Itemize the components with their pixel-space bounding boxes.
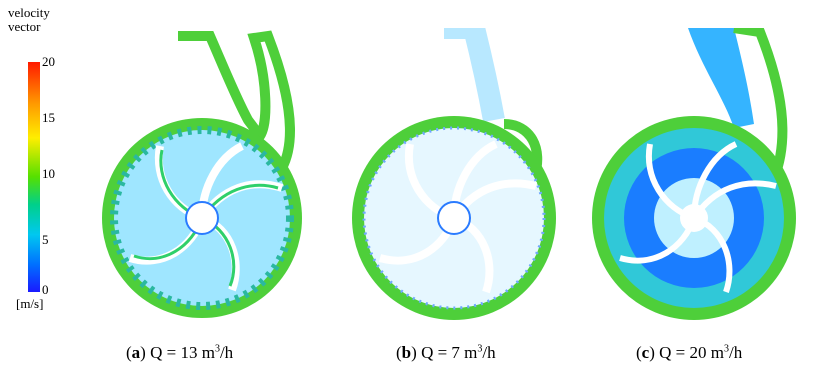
caption-b-letter: b: [401, 343, 412, 362]
caption-a-text: Q = 13 m: [150, 343, 215, 362]
legend-tick-15: 15: [42, 110, 55, 125]
volute-diagram-c: [592, 28, 796, 320]
velocity-legend: velocity vector 20 15 10 5 0 [m/s]: [4, 6, 64, 326]
legend-tick-5: 5: [42, 232, 49, 247]
caption-c-unit: /h: [728, 343, 743, 362]
caption-a: (a) Q = 13 m3/h: [126, 343, 234, 362]
legend-tick-0: 0: [42, 282, 49, 297]
caption-a-unit: /h: [219, 343, 234, 362]
volute-diagram-b: [352, 28, 556, 320]
pump-velocity-field-b: [344, 28, 564, 328]
color-scale-bar: [28, 62, 40, 292]
caption-c-letter: c: [641, 343, 650, 362]
caption-c-sup: 3: [723, 343, 729, 355]
legend-tick-10: 10: [42, 166, 55, 181]
legend-title-line1: velocity: [8, 5, 50, 20]
volute-diagram-a: [102, 30, 302, 318]
caption-a-sup: 3: [214, 343, 220, 355]
caption-c-text: Q = 20 m: [659, 343, 724, 362]
caption-b-sup: 3: [477, 343, 483, 355]
pump-velocity-field-c: [584, 28, 804, 328]
caption-b-unit: /h: [482, 343, 496, 362]
legend-unit: [m/s]: [16, 296, 44, 311]
legend-title-line2: vector: [8, 19, 41, 34]
pump-velocity-field-a: [92, 28, 312, 328]
caption-c: (c) Q = 20 m3/h: [636, 343, 743, 362]
legend-tick-20: 20: [42, 54, 55, 69]
caption-b-text: Q = 7 m: [421, 343, 478, 362]
legend-title: velocity vector: [8, 6, 68, 34]
caption-a-letter: a: [131, 343, 141, 362]
caption-b: (b) Q = 7 m3/h: [396, 343, 496, 362]
